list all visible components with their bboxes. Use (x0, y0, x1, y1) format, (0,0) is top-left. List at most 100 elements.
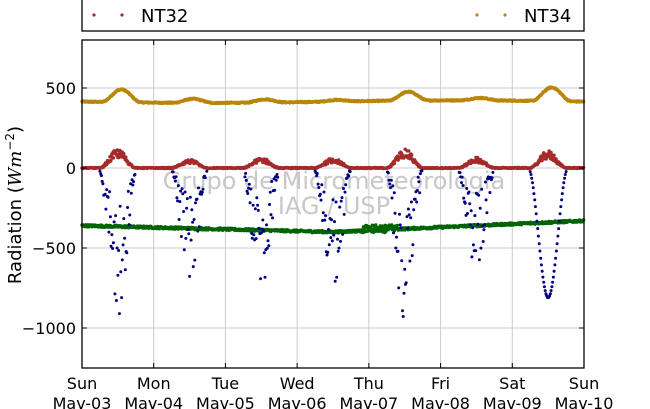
net-shortwave-point (259, 277, 262, 281)
net-shortwave-point (320, 183, 324, 187)
legend-marker-nt34 (475, 13, 479, 17)
net-shortwave-point (187, 232, 191, 236)
net-shortwave-point (108, 190, 112, 194)
legend-label-nt32: NT32 (141, 6, 188, 27)
net-shortwave-point (247, 182, 251, 186)
net-shortwave-point (194, 201, 197, 205)
net-shortwave-point (404, 281, 408, 285)
net-shortwave-point (398, 212, 401, 216)
net-shortwave-point (477, 258, 481, 262)
net-shortwave-point (268, 203, 271, 206)
net-shortwave-point (275, 173, 279, 176)
net-shortwave-point (263, 275, 267, 279)
watermark-line-1: Grupo de Micrometeorologia (163, 167, 505, 195)
net-shortwave-point (342, 187, 345, 190)
net-shortwave-point (340, 196, 344, 200)
net-shortwave-point (528, 170, 532, 174)
net-shortwave-point (393, 211, 397, 215)
net-shortwave-point (333, 220, 336, 224)
net-shortwave-point (256, 208, 260, 212)
y-tick-label: 500 (45, 79, 76, 98)
net-shortwave-point (323, 218, 327, 222)
x-tick-label-day: Sun (569, 374, 599, 393)
net-shortwave-point (535, 219, 539, 223)
net-shortwave-point (110, 233, 114, 237)
net-shortwave-point (116, 273, 120, 277)
net-shortwave-point (188, 274, 192, 278)
net-shortwave-point (100, 179, 104, 183)
y-axis-label-text: Radiation (Wm−2) (3, 126, 26, 284)
net-shortwave-point (123, 236, 127, 240)
net-shortwave-point (176, 184, 180, 188)
net-shortwave-point (559, 205, 563, 209)
nt32-point (122, 152, 126, 156)
net-shortwave-point (177, 218, 181, 221)
net-shortwave-point (413, 197, 417, 201)
net-shortwave-point (197, 225, 201, 229)
net-shortwave-point (390, 196, 394, 200)
net-shortwave-point (126, 206, 130, 209)
nt32-point (117, 155, 121, 160)
x-tick-label-day: Mon (137, 374, 171, 393)
net-shortwave-point (491, 170, 495, 174)
y-tick-label: 0 (66, 159, 76, 178)
net-shortwave-point (99, 174, 103, 178)
net-shortwave-point (343, 190, 347, 194)
net-shortwave-point (416, 175, 420, 179)
net-shortwave-point (403, 267, 407, 271)
net-shortwave-point (270, 180, 274, 183)
net-shortwave-point (257, 226, 261, 230)
net-shortwave-point (483, 223, 487, 227)
y-axis-label: Radiation (Wm−2) (3, 126, 26, 284)
net-shortwave-point (120, 258, 124, 262)
net-shortwave-point (551, 275, 555, 279)
x-tick-label-day: Thu (353, 374, 384, 393)
net-shortwave-point (333, 279, 337, 283)
x-tick-label-day: Sat (499, 374, 525, 393)
net-shortwave-point (412, 208, 416, 212)
net-shortwave-point (555, 242, 559, 246)
x-tick-labels: SunMav-03MonMav-04TueMav-05WedMav-06ThuM… (53, 374, 614, 409)
net-shortwave-point (133, 173, 137, 176)
legend-marker-nt32 (120, 13, 124, 17)
net-shortwave-point (387, 178, 391, 182)
net-shortwave-point (192, 218, 196, 221)
net-shortwave-point (409, 216, 413, 220)
net-shortwave-point (551, 280, 555, 284)
net-shortwave-point (335, 275, 339, 279)
net-shortwave-point (536, 234, 540, 238)
net-shortwave-point (125, 251, 129, 255)
net-shortwave-point (273, 188, 277, 192)
net-shortwave-point (269, 213, 273, 217)
net-shortwave-point (415, 200, 419, 204)
net-shortwave-point (181, 192, 185, 196)
net-shortwave-point (180, 187, 184, 191)
net-shortwave-point (316, 182, 320, 186)
net-shortwave-point (324, 214, 327, 218)
net-shortwave-point (549, 289, 553, 293)
net-shortwave-point (250, 231, 254, 235)
net-shortwave-point (325, 253, 329, 257)
x-tick-label-date: Mav-10 (555, 394, 614, 409)
series-layer (80, 85, 586, 318)
ticks (81, 40, 585, 368)
net-shortwave-point (339, 239, 342, 243)
net-shortwave-point (533, 198, 537, 202)
net-shortwave-point (418, 191, 422, 195)
net-shortwave-point (542, 285, 546, 289)
net-shortwave-point (347, 174, 351, 178)
net-shortwave-point (315, 172, 319, 175)
net-shortwave-point (401, 309, 404, 313)
net-shortwave-point (531, 181, 534, 185)
net-shortwave-point (185, 206, 189, 210)
net-shortwave-point (461, 184, 465, 187)
net-shortwave-point (244, 171, 248, 175)
net-shortwave-point (189, 238, 193, 242)
net-shortwave-point (114, 299, 118, 302)
net-shortwave-point (406, 226, 410, 230)
net-shortwave-point (395, 235, 398, 239)
legend-marker-nt32 (92, 13, 96, 17)
net-shortwave-point (539, 256, 543, 260)
net-shortwave-point (539, 263, 543, 267)
net-shortwave-point (252, 233, 256, 237)
